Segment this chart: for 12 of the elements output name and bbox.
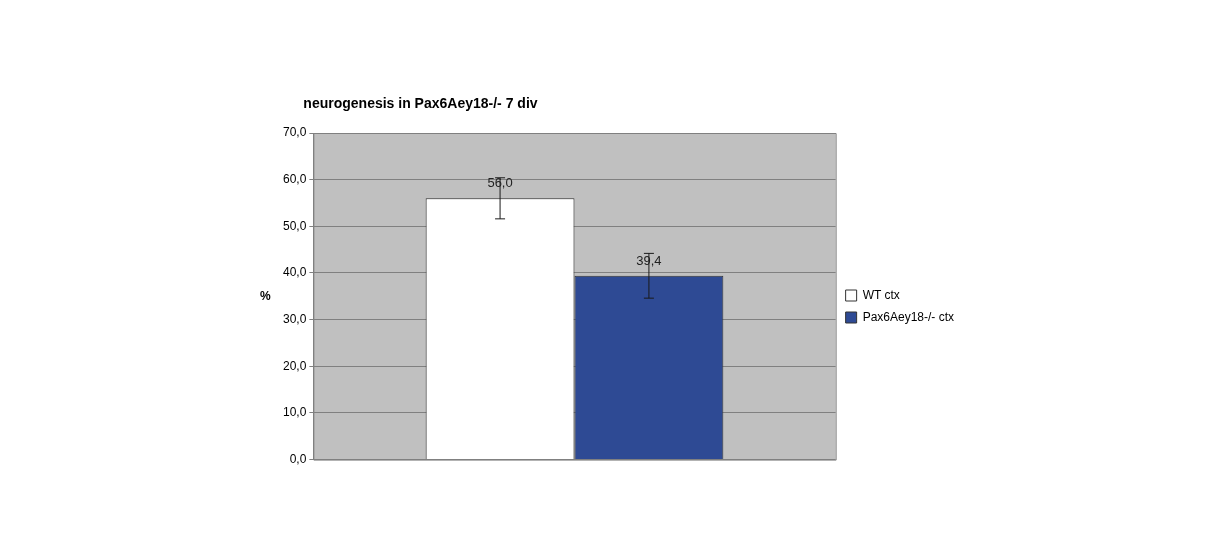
- y-tick-label: 60,0: [283, 171, 307, 186]
- y-tick-label: 0,0: [289, 451, 307, 466]
- legend-label: Pax6Aey18-/- ctx: [862, 309, 954, 324]
- y-tick-label: 10,0: [283, 405, 307, 420]
- y-tick-label: 70,0: [283, 125, 307, 140]
- legend-label: WT ctx: [862, 287, 900, 302]
- chart-title: neurogenesis in Pax6Aey18-/- 7 div: [303, 95, 538, 111]
- y-tick-label: 20,0: [283, 358, 307, 373]
- y-axis-title: %: [260, 288, 272, 303]
- y-tick-label: 30,0: [283, 311, 307, 326]
- y-tick-label: 40,0: [283, 265, 307, 280]
- y-tick-label: 50,0: [283, 218, 307, 233]
